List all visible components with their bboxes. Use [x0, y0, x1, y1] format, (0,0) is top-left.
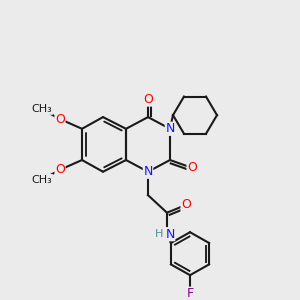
Text: N: N: [165, 122, 175, 135]
Text: O: O: [181, 198, 191, 212]
Text: N: N: [143, 165, 153, 178]
Text: O: O: [55, 163, 65, 176]
Text: O: O: [143, 93, 153, 106]
Text: CH₃: CH₃: [32, 104, 52, 114]
Text: CH₃: CH₃: [32, 175, 52, 184]
Text: F: F: [186, 287, 194, 300]
Text: H: H: [155, 229, 163, 239]
Text: O: O: [187, 161, 197, 174]
Text: N: N: [165, 228, 175, 241]
Text: O: O: [55, 112, 65, 125]
